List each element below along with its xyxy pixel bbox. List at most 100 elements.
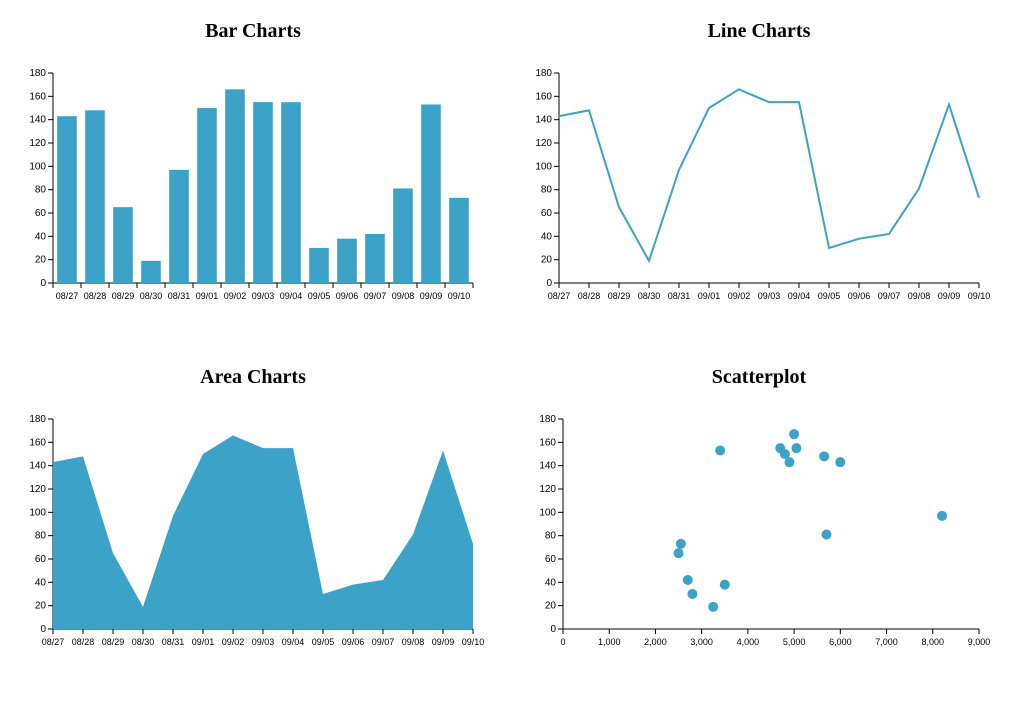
svg-text:08/31: 08/31 <box>168 291 191 301</box>
svg-text:08/27: 08/27 <box>42 637 65 647</box>
svg-text:140: 140 <box>539 460 556 471</box>
svg-text:180: 180 <box>535 68 552 79</box>
scatter-point <box>683 575 693 585</box>
svg-text:09/10: 09/10 <box>462 637 485 647</box>
svg-text:08/31: 08/31 <box>162 637 185 647</box>
svg-text:08/30: 08/30 <box>638 291 661 301</box>
chart-grid: Bar Charts 0 20 40 60 80 100 120 140 160 180 08/27… <box>20 20 992 681</box>
svg-text:100: 100 <box>29 507 46 518</box>
scatter-point <box>789 429 799 439</box>
scatter-point <box>708 601 718 611</box>
svg-text:08/28: 08/28 <box>84 291 107 301</box>
svg-text:09/10: 09/10 <box>448 291 471 301</box>
svg-text:80: 80 <box>35 185 47 196</box>
panel-bar: Bar Charts 02040608010012014016018008/27… <box>20 20 486 336</box>
bar <box>421 105 441 284</box>
svg-text:20: 20 <box>545 600 557 611</box>
line-path <box>559 89 979 260</box>
svg-text:140: 140 <box>29 460 46 471</box>
svg-text:1,000: 1,000 <box>598 637 621 647</box>
scatter-point <box>687 589 697 599</box>
svg-text:60: 60 <box>35 554 47 565</box>
svg-text:09/07: 09/07 <box>372 637 395 647</box>
svg-text:08/31: 08/31 <box>668 291 691 301</box>
scatter-point <box>720 579 730 589</box>
svg-text:40: 40 <box>35 231 47 242</box>
svg-text:09/08: 09/08 <box>402 637 425 647</box>
svg-text:80: 80 <box>545 530 557 541</box>
svg-text:08/30: 08/30 <box>132 637 155 647</box>
svg-text:09/08: 09/08 <box>392 291 415 301</box>
scatter-point <box>819 451 829 461</box>
svg-text:0: 0 <box>40 278 46 289</box>
svg-text:09/03: 09/03 <box>252 637 275 647</box>
svg-text:08/29: 08/29 <box>112 291 135 301</box>
svg-text:09/04: 09/04 <box>280 291 303 301</box>
svg-text:80: 80 <box>541 185 553 196</box>
bar <box>253 102 273 283</box>
svg-text:120: 120 <box>29 138 46 149</box>
svg-text:60: 60 <box>541 208 553 219</box>
svg-line: 02040608010012014016018008/2708/2808/290… <box>527 63 991 311</box>
svg-text:160: 160 <box>29 437 46 448</box>
svg-text:60: 60 <box>35 208 47 219</box>
svg-text:80: 80 <box>35 530 47 541</box>
title-line: Line Charts <box>708 20 811 43</box>
svg-text:2,000: 2,000 <box>644 637 667 647</box>
svg-text:40: 40 <box>35 577 47 588</box>
svg-text:20: 20 <box>541 255 553 266</box>
title-area: Area Charts <box>200 366 306 389</box>
svg-text:20: 20 <box>35 255 47 266</box>
svg-text:09/01: 09/01 <box>698 291 721 301</box>
svg-text:09/02: 09/02 <box>222 637 245 647</box>
svg-text:0: 0 <box>560 637 565 647</box>
bar <box>85 110 105 283</box>
bar <box>393 189 413 284</box>
bar <box>309 248 329 283</box>
svg-text:120: 120 <box>535 138 552 149</box>
bar <box>337 239 357 283</box>
scatter-point <box>835 457 845 467</box>
bar <box>197 108 217 283</box>
svg-text:09/01: 09/01 <box>192 637 215 647</box>
bar <box>169 170 189 283</box>
svg-text:7,000: 7,000 <box>875 637 898 647</box>
svg-text:09/03: 09/03 <box>252 291 275 301</box>
svg-text:120: 120 <box>539 484 556 495</box>
scatter-point <box>937 510 947 520</box>
bar <box>141 261 161 283</box>
svg-text:08/28: 08/28 <box>578 291 601 301</box>
scatter-point <box>821 529 831 539</box>
title-scatter: Scatterplot <box>712 366 806 389</box>
panel-line: Line Charts 02040608010012014016018008/2… <box>526 20 992 336</box>
svg-text:09/07: 09/07 <box>364 291 387 301</box>
bar <box>113 207 133 283</box>
svg-text:140: 140 <box>29 115 46 126</box>
svg-text:8,000: 8,000 <box>922 637 945 647</box>
svg-text:09/01: 09/01 <box>196 291 219 301</box>
svg-text:4,000: 4,000 <box>737 637 760 647</box>
svg-text:09/05: 09/05 <box>308 291 331 301</box>
svg-text:09/09: 09/09 <box>420 291 443 301</box>
svg-text:3,000: 3,000 <box>690 637 713 647</box>
svg-text:140: 140 <box>535 115 552 126</box>
title-bar: Bar Charts <box>205 20 301 43</box>
svg-text:20: 20 <box>35 600 47 611</box>
svg-text:08/30: 08/30 <box>140 291 163 301</box>
bar <box>365 234 385 283</box>
svg-text:08/29: 08/29 <box>608 291 631 301</box>
panel-area: Area Charts 02040608010012014016018008/2… <box>20 366 486 682</box>
area-path <box>53 435 473 629</box>
scatter-point <box>674 548 684 558</box>
scatter-point <box>676 538 686 548</box>
svg-scatter: 02040608010012014016018001,0002,0003,000… <box>527 409 991 657</box>
svg-text:100: 100 <box>29 161 46 172</box>
svg-text:180: 180 <box>29 414 46 425</box>
svg-text:9,000: 9,000 <box>968 637 991 647</box>
svg-text:09/07: 09/07 <box>878 291 901 301</box>
svg-text:0: 0 <box>550 624 556 635</box>
svg-text:100: 100 <box>535 161 552 172</box>
svg-text:0: 0 <box>546 278 552 289</box>
svg-text:09/06: 09/06 <box>848 291 871 301</box>
svg-text:60: 60 <box>545 554 557 565</box>
